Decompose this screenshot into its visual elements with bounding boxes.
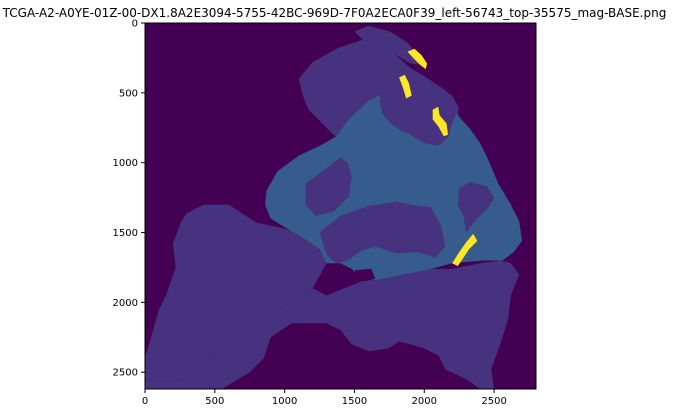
heatmap-region-class-4 [432, 106, 448, 137]
heatmap-region-class-1 [145, 260, 520, 389]
heatmap-region-class-1 [457, 182, 495, 233]
heatmap-regions [145, 25, 522, 389]
heatmap-region-class-4 [399, 74, 412, 99]
heatmap-region-class-1 [145, 204, 327, 381]
y-tick-label: 2500 [113, 368, 138, 379]
y-tick-label: 2000 [113, 298, 138, 309]
y-tick-label: 1000 [113, 158, 138, 169]
x-tick-label: 2500 [481, 396, 506, 407]
heatmap-region-class-4 [452, 233, 478, 267]
x-tick-label: 0 [142, 396, 148, 407]
heatmap-region-class-4 [407, 48, 428, 70]
y-tick-label: 1500 [113, 228, 138, 239]
heatmap-region-class-1 [354, 25, 425, 65]
y-tick-label: 0 [132, 19, 138, 30]
heatmap-region-class-0 [354, 268, 376, 282]
heatmap-region-class-1 [379, 76, 460, 146]
x-axis: 0 500 1000 1500 2000 2500 [142, 389, 507, 407]
x-tick-label: 1000 [272, 396, 297, 407]
x-tick-label: 500 [205, 396, 224, 407]
heatmap-plot-area [144, 22, 537, 390]
y-tick-label: 500 [119, 88, 138, 99]
x-tick-label: 2000 [412, 396, 437, 407]
heatmap-region-class-1 [305, 157, 352, 216]
x-tick-label: 1500 [342, 396, 367, 407]
chart-title: TCGA-A2-A0YE-01Z-00-DX1.8A2E3094-5755-42… [2, 6, 667, 20]
y-axis: 0 500 1000 1500 2000 2500 [113, 19, 145, 379]
plot-frame [144, 22, 537, 390]
heatmap-region-class-1 [319, 201, 446, 264]
